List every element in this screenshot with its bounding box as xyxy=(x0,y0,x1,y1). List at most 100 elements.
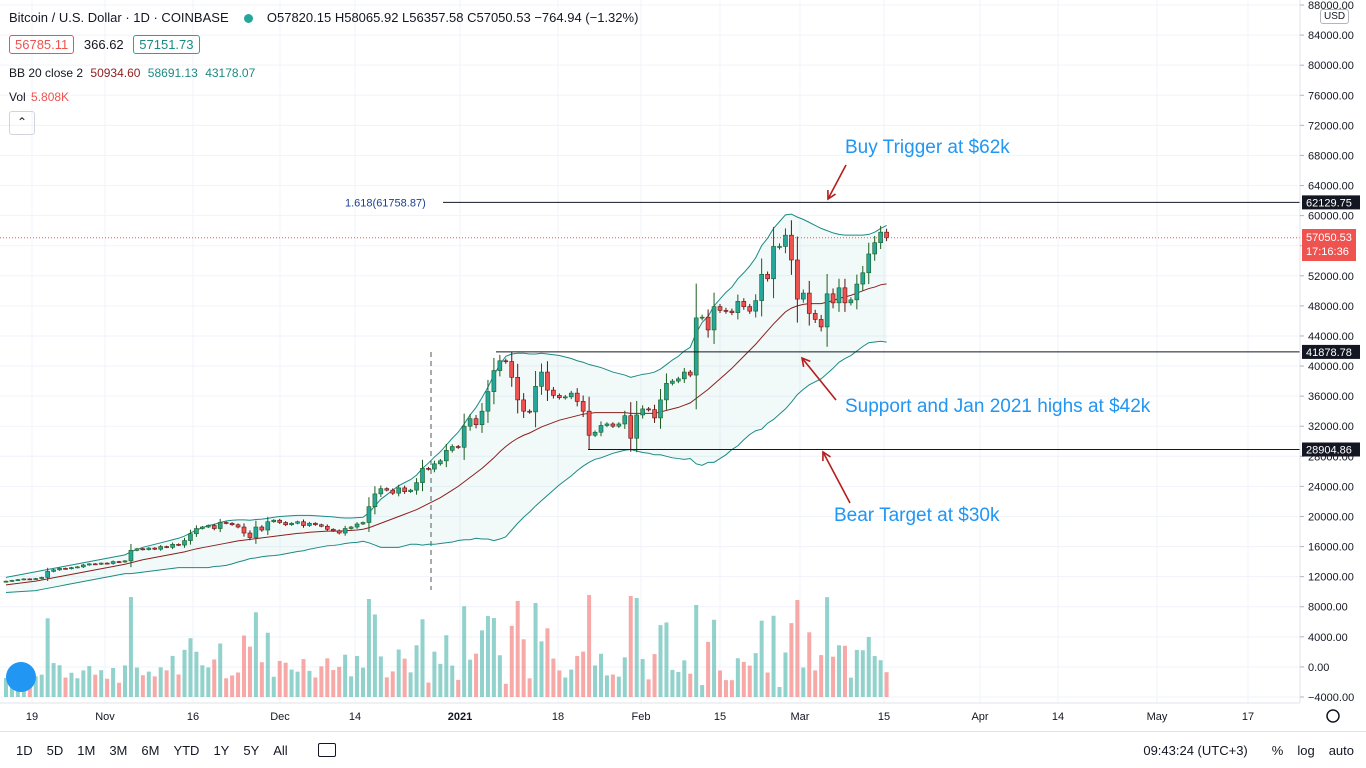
auto-toggle[interactable]: auto xyxy=(1328,742,1354,758)
volume-bar xyxy=(771,615,776,697)
price-chart[interactable]: 1.618(61758.87) 88000.0084000.0080000.00… xyxy=(0,0,1366,732)
candle-body xyxy=(253,526,259,538)
candle-body xyxy=(562,396,568,399)
symbol-title[interactable]: Bitcoin / U.S. Dollar · 1D · COINBASE xyxy=(9,10,229,25)
volume-bar xyxy=(622,657,627,697)
volume-bar xyxy=(134,667,139,697)
candle-body xyxy=(515,377,521,401)
candle-body xyxy=(884,231,889,239)
x-tick-label: 19 xyxy=(26,711,38,723)
volume-bar xyxy=(718,670,722,697)
bb-legend[interactable]: BB 20 close 2 50934.60 58691.13 43178.07 xyxy=(9,66,255,80)
spread-value: 366.62 xyxy=(83,37,124,52)
volume-bar xyxy=(93,674,98,697)
x-tick-label: 18 xyxy=(552,711,564,723)
candle-body xyxy=(27,578,33,581)
volume-bar xyxy=(432,651,437,697)
volume-bar xyxy=(581,651,586,697)
volume-bar xyxy=(123,665,127,697)
candle-body xyxy=(438,460,443,465)
candle-body xyxy=(402,487,407,492)
clock-readout[interactable]: 09:43:24 (UTC+3) xyxy=(1143,742,1248,758)
bar-countdown: 17:16:36 xyxy=(1306,246,1349,258)
volume-bar xyxy=(349,676,354,697)
volume-bar xyxy=(872,656,877,697)
candle-body xyxy=(747,306,753,312)
volume-bar xyxy=(521,639,526,697)
x-tick-label: 15 xyxy=(878,711,890,723)
y-tick-label: 48000.00 xyxy=(1308,301,1354,313)
candle-body xyxy=(81,564,86,568)
volume-bar xyxy=(634,598,639,697)
volume-bar xyxy=(497,655,502,697)
volume-legend[interactable]: Vol 5.808K xyxy=(9,90,69,104)
tf-6m[interactable]: 6M xyxy=(141,742,160,758)
tf-ytd[interactable]: YTD xyxy=(173,742,200,758)
y-tick-label: 32000.00 xyxy=(1308,421,1354,433)
hline-price-box xyxy=(1302,344,1360,359)
volume-bar xyxy=(723,680,728,697)
y-tick-label: 24000.00 xyxy=(1308,481,1354,493)
volume-bar xyxy=(450,665,455,697)
tf-3m[interactable]: 3M xyxy=(109,742,128,758)
bb-upper: 58691.13 xyxy=(147,66,198,80)
volume-bar xyxy=(63,677,68,697)
bb-mid: 50934.60 xyxy=(90,66,141,80)
volume-bar xyxy=(747,665,752,697)
date-range-icon[interactable] xyxy=(317,743,336,757)
candle-body xyxy=(824,293,830,328)
volume-bar xyxy=(57,665,62,697)
percent-toggle[interactable]: % xyxy=(1271,742,1284,758)
volume-bar xyxy=(539,641,544,697)
candle-body xyxy=(241,526,247,534)
candle-body xyxy=(461,425,467,448)
volume-bar xyxy=(81,670,86,697)
tf-all[interactable]: All xyxy=(273,742,288,758)
volume-bar xyxy=(307,670,312,697)
log-toggle[interactable]: log xyxy=(1297,742,1315,758)
candle-body xyxy=(283,522,288,526)
volume-bar xyxy=(259,662,264,697)
candle-body xyxy=(539,371,544,387)
candle-body xyxy=(818,319,824,328)
volume-bar xyxy=(884,672,889,697)
tf-1y[interactable]: 1Y xyxy=(213,742,230,758)
volume-bar xyxy=(616,676,621,697)
arrow-head xyxy=(827,189,836,201)
candle-body xyxy=(545,371,550,391)
volume-bar xyxy=(563,677,568,697)
annotation-arrow xyxy=(822,451,851,504)
bb-lower-line xyxy=(5,340,887,593)
volume-bar xyxy=(825,597,830,697)
candle-body xyxy=(15,579,21,581)
bid-price[interactable]: 56785.11 xyxy=(9,35,75,54)
candle-body xyxy=(789,234,794,261)
currency-badge[interactable]: USD xyxy=(1320,9,1350,24)
collapse-legend-button[interactable]: ⌃ xyxy=(9,111,35,135)
volume-bar xyxy=(593,665,598,697)
volume-bar xyxy=(759,620,764,697)
candle-body xyxy=(63,568,68,570)
tf-1d[interactable]: 1D xyxy=(16,742,33,758)
volume-bar xyxy=(253,612,258,697)
candle-body xyxy=(848,299,854,304)
volume-bar xyxy=(164,670,169,697)
candle-body xyxy=(182,540,187,546)
x-tick-label: Mar xyxy=(791,711,810,723)
candle-body xyxy=(324,525,330,530)
tf-1m[interactable]: 1M xyxy=(77,742,96,758)
tf-5y[interactable]: 5Y xyxy=(243,742,260,758)
y-tick-label: −4000.00 xyxy=(1308,692,1354,704)
volume-bar xyxy=(664,622,669,697)
volume-bar xyxy=(366,599,371,697)
x-tick-label: May xyxy=(1147,711,1168,723)
live-dot-icon xyxy=(244,14,254,24)
y-tick-label: 40000.00 xyxy=(1308,361,1354,373)
candle-body xyxy=(491,370,497,392)
candle-body xyxy=(289,522,294,526)
tf-5d[interactable]: 5D xyxy=(46,742,64,758)
y-tick-label: 44000.00 xyxy=(1308,331,1354,343)
ask-price[interactable]: 57151.73 xyxy=(133,35,200,54)
volume-bar xyxy=(361,667,365,697)
tradingview-logo[interactable] xyxy=(6,662,36,692)
